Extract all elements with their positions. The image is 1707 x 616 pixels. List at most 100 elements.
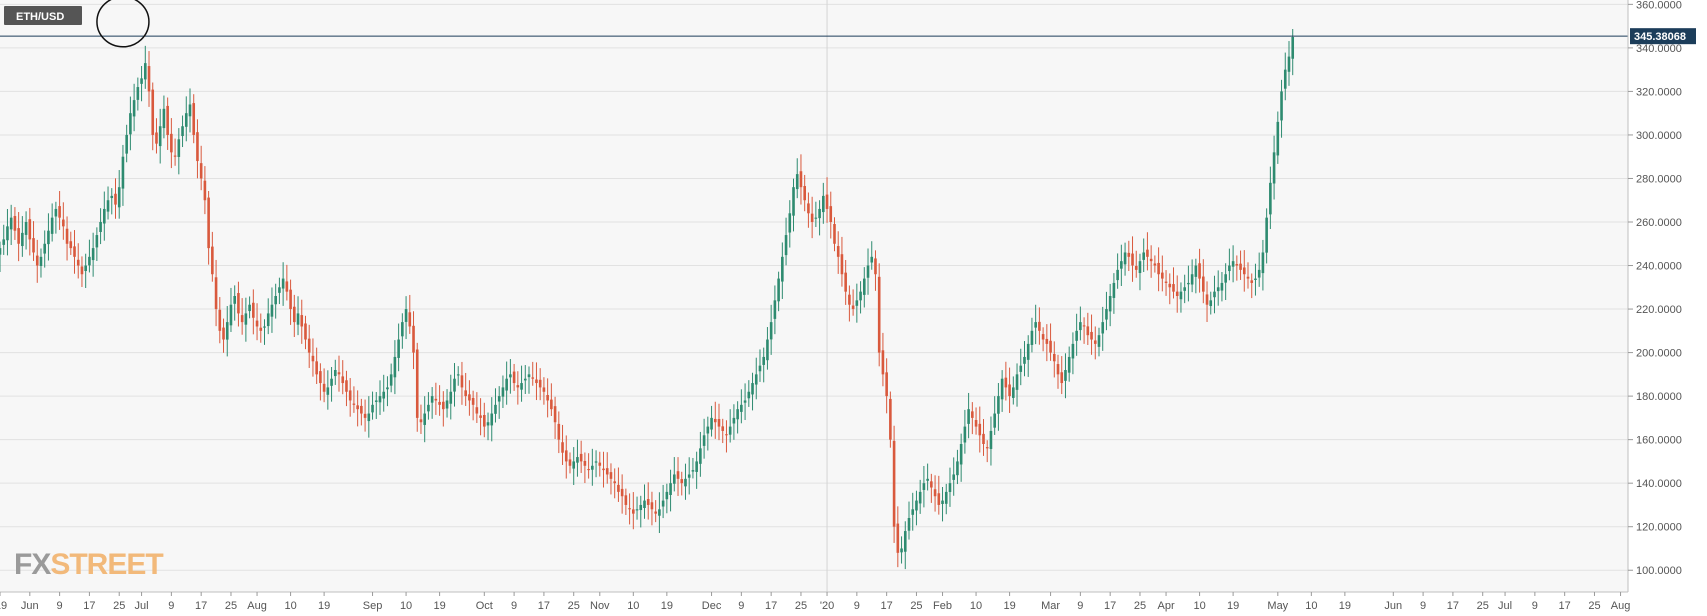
candle-body xyxy=(84,265,87,272)
x-tick-label: 10 xyxy=(1305,600,1317,612)
candle-body xyxy=(1086,326,1090,336)
candle-body xyxy=(684,478,687,487)
y-tick-label: 140.0000 xyxy=(1636,478,1682,490)
candle-body xyxy=(468,394,471,401)
candle-body xyxy=(296,313,300,325)
candle-body xyxy=(702,435,706,446)
candle-body xyxy=(572,461,576,469)
candle-body xyxy=(930,481,933,488)
candle-body xyxy=(501,387,505,397)
candle-body xyxy=(456,374,460,376)
candle-body xyxy=(542,387,546,392)
candle-body xyxy=(397,339,400,358)
x-tick-label: 9 xyxy=(168,600,174,612)
candle-body xyxy=(818,208,821,219)
y-axis: 100.0000 120.0000 140.0000 160.0000 180.0000… xyxy=(1628,0,1682,577)
candle-body xyxy=(363,413,367,418)
candle-body xyxy=(736,409,739,420)
candle-body xyxy=(643,500,646,508)
x-tick-label: 25 xyxy=(1477,600,1489,612)
candle-body xyxy=(661,500,665,507)
x-tick-label: 17 xyxy=(765,600,777,612)
candle-body xyxy=(337,372,341,375)
candle-body xyxy=(307,338,311,353)
candle-body xyxy=(747,391,751,399)
candle-body xyxy=(1071,343,1075,359)
candle-body xyxy=(527,374,531,378)
x-tick-label: 10 xyxy=(627,600,639,612)
x-tick-label: 25 xyxy=(225,600,237,612)
candle-body xyxy=(449,391,453,404)
candle-body xyxy=(2,239,6,245)
candle-body xyxy=(106,200,110,212)
y-tick-label: 200.0000 xyxy=(1636,348,1682,360)
candle-body xyxy=(706,426,710,434)
candle-body xyxy=(1220,282,1224,291)
symbol-label: ETH/USD xyxy=(16,11,64,23)
candle-body xyxy=(445,400,449,409)
candle-body xyxy=(62,219,65,227)
candle-body xyxy=(1224,274,1227,283)
candle-body xyxy=(948,483,952,493)
candle-body xyxy=(207,197,210,249)
candle-body xyxy=(579,453,583,462)
candle-body xyxy=(710,417,713,430)
x-tick-label: 17 xyxy=(83,600,95,612)
candle-body xyxy=(922,483,926,490)
x-tick-label: 17 xyxy=(1559,600,1571,612)
candle-body xyxy=(460,375,464,388)
candle-body xyxy=(39,256,43,267)
candle-body xyxy=(695,461,698,472)
candle-body xyxy=(1000,378,1004,400)
candle-body xyxy=(825,194,829,209)
candle-body xyxy=(1228,265,1231,272)
candle-body xyxy=(1164,281,1168,283)
candle-body xyxy=(624,495,628,505)
x-tick-label: 17 xyxy=(195,600,207,612)
candle-body xyxy=(907,518,911,531)
candle-body xyxy=(654,511,657,514)
candle-body xyxy=(389,374,393,386)
candle-body xyxy=(1097,335,1101,347)
candle-body xyxy=(1216,287,1220,292)
candle-body xyxy=(1105,309,1108,320)
candle-body xyxy=(997,396,1000,414)
candle-body xyxy=(1127,252,1131,257)
candle-body xyxy=(248,304,251,312)
x-tick-label: Dec xyxy=(702,600,722,612)
candle-body xyxy=(91,248,95,261)
candle-body xyxy=(233,296,237,304)
x-tick-label: Feb xyxy=(933,600,952,612)
candle-body xyxy=(345,380,348,392)
candle-body xyxy=(322,383,326,392)
candle-body xyxy=(281,278,285,289)
candle-body xyxy=(289,289,292,310)
candle-body xyxy=(553,406,557,423)
candle-body xyxy=(1168,283,1172,288)
candle-body xyxy=(1291,37,1295,59)
candle-body xyxy=(918,491,922,504)
x-tick-label: May xyxy=(1267,600,1288,612)
y-tick-label: 340.0000 xyxy=(1636,43,1682,55)
candle-body xyxy=(773,300,777,319)
candle-body xyxy=(1049,340,1052,353)
candle-body xyxy=(807,203,810,214)
candle-body xyxy=(285,281,289,292)
candle-body xyxy=(170,133,173,153)
candle-body xyxy=(151,89,155,135)
candle-body xyxy=(546,394,549,401)
candle-body xyxy=(352,403,356,405)
candle-body xyxy=(1041,334,1045,340)
candle-body xyxy=(237,293,240,314)
candle-body xyxy=(244,313,248,325)
candle-body xyxy=(80,266,84,275)
candle-body xyxy=(903,531,907,552)
candle-body xyxy=(740,404,743,412)
candle-body xyxy=(848,294,851,305)
x-tick-label: 25 xyxy=(113,600,125,612)
candle-body xyxy=(859,291,862,301)
candle-body xyxy=(374,400,378,402)
candle-body xyxy=(639,504,643,511)
candle-body xyxy=(672,474,676,484)
candle-body xyxy=(497,396,501,402)
